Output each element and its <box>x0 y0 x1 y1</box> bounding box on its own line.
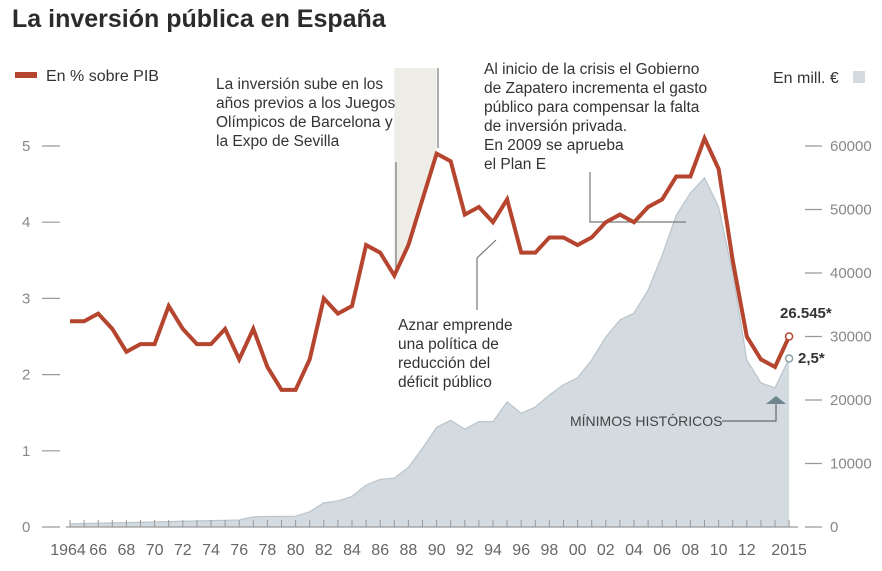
x-tick-label: 08 <box>682 542 700 559</box>
left-tick-label: 3 <box>22 290 30 307</box>
x-tick-label: 70 <box>146 542 164 559</box>
line-series <box>70 133 794 392</box>
right-tick-label: 50000 <box>830 202 872 219</box>
olympics-annotation-line: la Expo de Sevilla <box>216 133 340 150</box>
x-tick-label: 96 <box>512 542 530 559</box>
x-tick-label: 80 <box>287 542 305 559</box>
area-edge <box>69 176 790 525</box>
x-tick-label: 84 <box>343 542 361 559</box>
right-tick-label: 10000 <box>830 456 872 473</box>
x-tick-label: 04 <box>625 542 643 559</box>
zapatero-annotation-line: Al inicio de la crisis el Gobierno <box>484 61 699 78</box>
olympics-annotation-line: La inversión sube en los <box>216 76 383 93</box>
aznar-annotation-line: una política de <box>398 336 499 353</box>
right-tick-label: 40000 <box>830 265 872 282</box>
highlight-band-shape <box>394 68 437 276</box>
aznar-annotation-line: déficit público <box>398 374 492 391</box>
zapatero-annotation-line: el Plan E <box>484 156 546 173</box>
x-tick-label: 76 <box>230 542 248 559</box>
zapatero-leader-line <box>589 172 686 223</box>
legend-line-swatch <box>15 72 37 78</box>
legend-area-swatch <box>853 71 865 83</box>
x-tick-label: 12 <box>738 542 756 559</box>
left-tick-label: 4 <box>22 214 30 231</box>
end-label-area: 26.545* <box>780 305 832 322</box>
x-tick-label: 74 <box>202 542 220 559</box>
right-tick-label: 60000 <box>830 138 872 155</box>
x-axis: 1964 66 68 70 72 74 76 78 80 82 84 86 88 90 92 94 96 98 00… <box>50 520 807 559</box>
area-fill <box>70 177 790 527</box>
legend-left-label: En % sobre PIB <box>46 68 159 85</box>
x-tick-label: 2015 <box>771 542 807 559</box>
annotations: La inversión sube en los años previos a l… <box>216 61 707 391</box>
x-tick-label: 66 <box>89 542 107 559</box>
left-axis: 0 1 2 3 4 5 <box>22 138 60 536</box>
x-tick-label: 78 <box>259 542 277 559</box>
left-tick-label: 2 <box>22 367 30 384</box>
minimos-arrow-icon <box>766 396 786 404</box>
left-tick-label: 1 <box>22 443 30 460</box>
left-tick-label: 5 <box>22 138 30 155</box>
x-tick-label: 90 <box>428 542 446 559</box>
chart-title: La inversión pública en España <box>12 5 387 33</box>
zapatero-annotation-line: de inversión privada. <box>484 118 627 135</box>
x-tick-label: 72 <box>174 542 192 559</box>
right-axis: 0 10000 20000 30000 40000 50000 60000 <box>805 138 872 536</box>
aznar-annotation-line: Aznar emprende <box>398 317 513 334</box>
minimos-leader-line <box>722 404 777 422</box>
area-series <box>69 176 790 527</box>
pib-line <box>70 133 791 392</box>
x-tick-label: 88 <box>400 542 418 559</box>
x-tick-label: 02 <box>597 542 615 559</box>
x-tick-label: 00 <box>569 542 587 559</box>
x-tick-label: 82 <box>315 542 333 559</box>
right-tick-label: 30000 <box>830 329 872 346</box>
x-tick-label: 10 <box>710 542 728 559</box>
olympics-annotation-line: años previos a los Juegos <box>216 95 395 112</box>
x-tick-label: 06 <box>653 542 671 559</box>
left-tick-label: 0 <box>22 519 30 536</box>
x-tick-label: 86 <box>371 542 389 559</box>
olympics-annotation-line: Olímpicos de Barcelona y <box>216 114 393 131</box>
line-end-marker <box>784 332 794 341</box>
x-tick-label: 1964 <box>50 542 86 559</box>
legend-right-label: En mill. € <box>773 70 839 87</box>
x-tick-label: 98 <box>541 542 559 559</box>
x-tick-label: 94 <box>484 542 502 559</box>
zapatero-annotation-line: público para compensar la falta <box>484 99 700 116</box>
area-end-marker <box>784 354 794 363</box>
x-tick-label: 92 <box>456 542 474 559</box>
highlight-band <box>394 68 437 276</box>
zapatero-annotation-line: En 2009 se aprueba <box>484 137 624 154</box>
minimos-label: MÍNIMOS HISTÓRICOS <box>570 413 722 429</box>
aznar-annotation-line: reducción del <box>398 355 490 372</box>
right-tick-label: 20000 <box>830 392 872 409</box>
right-tick-label: 0 <box>830 519 838 536</box>
end-label-line: 2,5* <box>798 350 825 367</box>
x-tick-label: 68 <box>118 542 136 559</box>
aznar-leader-line <box>476 239 497 310</box>
zapatero-annotation-line: de Zapatero incrementa el gasto <box>484 80 707 97</box>
